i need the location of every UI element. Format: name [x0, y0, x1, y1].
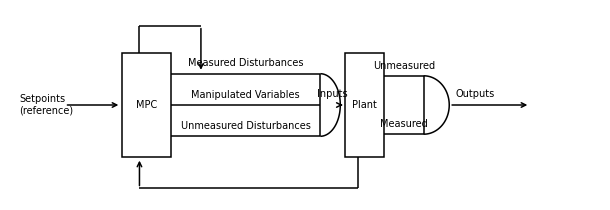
Text: Unmeasured Disturbances: Unmeasured Disturbances: [181, 121, 310, 131]
Bar: [123, 53, 171, 157]
Text: Measured Disturbances: Measured Disturbances: [188, 59, 303, 68]
Text: Unmeasured: Unmeasured: [373, 60, 435, 71]
Text: Manipulated Variables: Manipulated Variables: [192, 90, 300, 100]
Text: Measured: Measured: [380, 119, 428, 129]
Text: Plant: Plant: [352, 100, 377, 110]
Text: Setpoints
(reference): Setpoints (reference): [19, 94, 73, 116]
Text: Outputs: Outputs: [455, 89, 495, 99]
Text: MPC: MPC: [136, 100, 157, 110]
Text: Inputs: Inputs: [317, 89, 348, 99]
Bar: [345, 53, 384, 157]
